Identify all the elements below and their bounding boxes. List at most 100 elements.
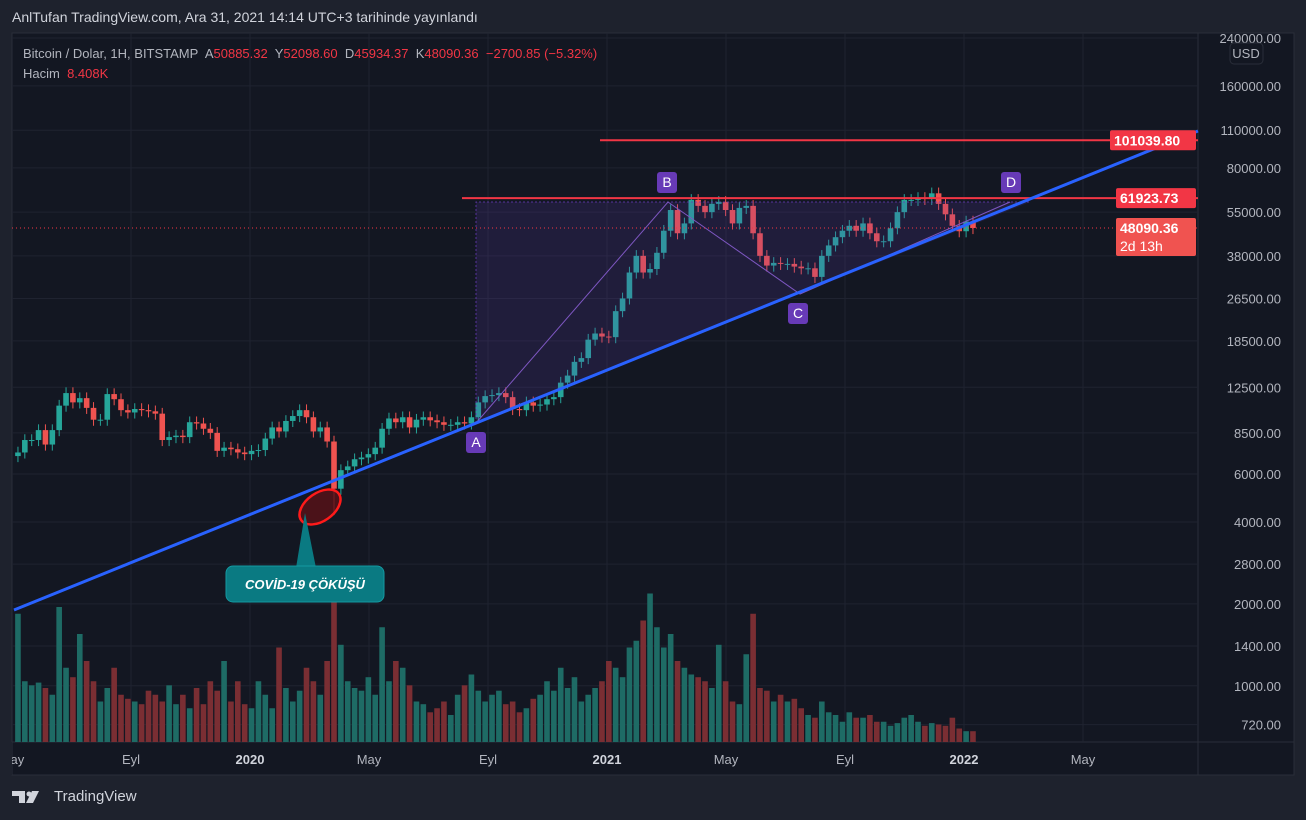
candle-body — [97, 419, 104, 421]
volume-bar — [777, 694, 784, 742]
price-chart[interactable]: A B C D COVİD-19 ÇÖKÜŞÜ 240000.00 160000.00 110… — [0, 0, 1306, 780]
candle-body — [262, 438, 269, 451]
volume-bar — [640, 620, 646, 742]
low-label: D — [344, 46, 355, 61]
volume-bar — [770, 701, 777, 742]
volume-bar — [145, 690, 152, 742]
price-tick-label: 1400.00 — [1234, 639, 1281, 654]
volume-bar — [530, 698, 537, 742]
candle-body — [654, 252, 660, 269]
candle-body — [56, 405, 62, 431]
volume-bar — [104, 688, 111, 742]
volume-bar — [76, 634, 83, 742]
volume-bar — [310, 681, 317, 742]
volume-bar — [922, 725, 928, 742]
time-tick-label: 2022 — [950, 752, 979, 767]
volume-bar — [873, 721, 880, 742]
candle-body — [860, 223, 866, 231]
volume-bar — [372, 694, 379, 742]
candle-body — [90, 407, 97, 420]
candle-body — [571, 361, 578, 376]
volume-bar — [482, 701, 488, 742]
candle-body — [715, 201, 722, 204]
volume-bar — [901, 717, 908, 742]
volume-bar — [592, 688, 598, 742]
candle-body — [722, 201, 729, 211]
time-tick-label: Eyl — [122, 752, 140, 767]
volume-bar — [317, 694, 324, 742]
candle-body — [908, 199, 914, 201]
time-tick-label: May — [714, 752, 739, 767]
candle-body — [104, 394, 111, 420]
pattern-badge-label: B — [662, 174, 671, 190]
volume-bar — [173, 704, 179, 742]
candle-body — [358, 457, 365, 460]
candle-body — [475, 402, 482, 418]
volume-bar — [709, 688, 715, 742]
candle-body — [379, 428, 385, 448]
volume-bar — [544, 681, 550, 742]
time-tick-label: 2021 — [593, 752, 622, 767]
price-tick-label: 18500.00 — [1227, 334, 1281, 349]
candle-body — [544, 399, 550, 405]
candle-body — [310, 417, 317, 432]
volume-bar — [406, 685, 413, 742]
candle-body — [276, 427, 282, 432]
volume-bar — [853, 717, 859, 742]
time-axis-clip — [0, 742, 12, 775]
volume-bar — [255, 681, 262, 742]
volume-bar — [633, 640, 640, 742]
volume-bar — [283, 688, 289, 742]
volume-bar — [22, 681, 28, 742]
candle-body — [585, 339, 592, 359]
volume-bar — [585, 694, 592, 742]
volume-bar — [812, 717, 818, 742]
volume-bar — [606, 661, 612, 742]
candle-body — [207, 428, 214, 433]
volume-bar — [434, 708, 440, 742]
volume-bar — [303, 667, 310, 742]
covid-callout-label: COVİD-19 ÇÖKÜŞÜ — [245, 577, 366, 592]
symbol-label[interactable]: Bitcoin / Dolar, 1H, BITSTAMP — [23, 46, 199, 61]
volume-bar — [83, 661, 90, 742]
price-tick-label: 110000.00 — [1221, 123, 1282, 138]
volume-bar — [496, 690, 502, 742]
candle-body — [118, 399, 124, 411]
tradingview-logo[interactable]: TradingView — [12, 788, 137, 805]
candle-body — [839, 230, 846, 238]
volume-bar — [736, 704, 743, 742]
candle-body — [674, 210, 681, 234]
candle-body — [344, 466, 351, 471]
volume-bar — [49, 694, 56, 742]
volume-bar — [509, 701, 516, 742]
pattern-badge — [788, 303, 808, 324]
candle-body — [235, 449, 241, 453]
pattern-point-D: D — [1001, 172, 1021, 193]
volume-bar — [743, 654, 750, 742]
volume-bar — [138, 704, 145, 742]
candle-body — [331, 441, 337, 489]
candle-body — [743, 205, 750, 208]
volume-bar — [379, 627, 385, 742]
low-value: 45934.37 — [354, 46, 409, 61]
volume-bar — [880, 721, 887, 742]
covid-callout — [225, 565, 385, 603]
price-label-value: 61923.73 — [1120, 190, 1179, 206]
candle-body — [942, 203, 949, 215]
volume-bar — [819, 701, 825, 742]
volume-bar — [578, 701, 585, 742]
candle-body — [805, 268, 811, 270]
volume-bar — [454, 694, 461, 742]
candle-body — [578, 358, 585, 362]
volume-label[interactable]: Hacim — [23, 66, 60, 81]
candle-body — [448, 424, 454, 426]
volume-bar — [908, 715, 914, 742]
candle-body — [819, 255, 825, 277]
volume-bar — [489, 694, 495, 742]
chart-border — [11, 32, 1295, 776]
candle-body — [248, 450, 255, 455]
candle-body — [757, 233, 763, 256]
volume-bar — [269, 708, 275, 742]
volume-bar — [660, 647, 667, 742]
candle-body — [791, 263, 798, 267]
